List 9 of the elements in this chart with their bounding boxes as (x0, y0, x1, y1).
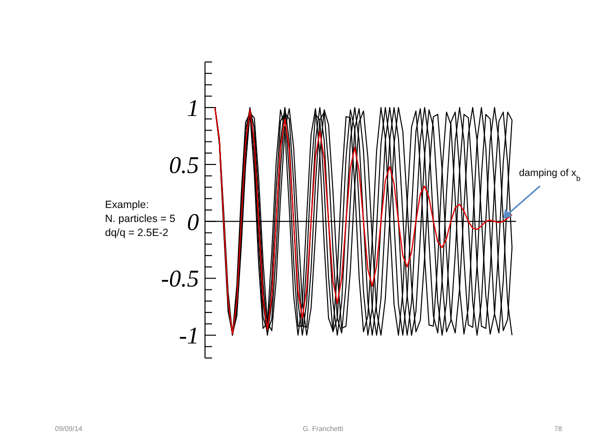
y-tick-label: 1 (187, 96, 199, 122)
text: damping of x$_{b}$ (519, 168, 580, 182)
y-tick-label: 0.5 (169, 152, 199, 179)
y-tick-label: 0 (187, 210, 199, 236)
y-tick-label: -0.5 (161, 266, 199, 293)
text: Example: (105, 199, 149, 211)
y-tick-label: -1 (179, 324, 199, 350)
text: N. particles = 5 (105, 213, 176, 225)
text: dq/q = 2.5E-2 (105, 227, 168, 239)
